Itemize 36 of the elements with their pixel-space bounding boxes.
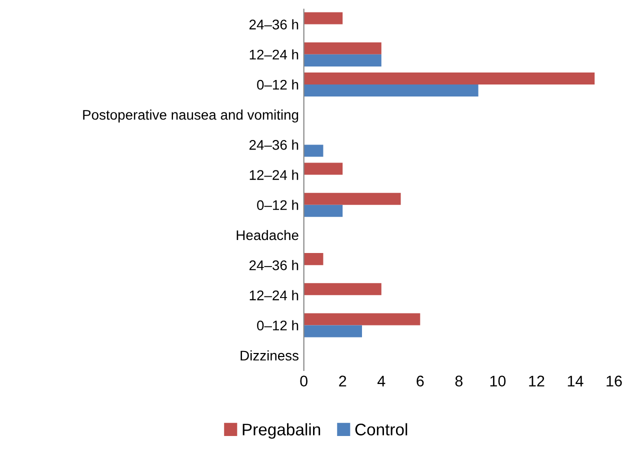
y-tick-label: 24–36 h (249, 140, 298, 150)
x-tick-label: 4 (377, 376, 386, 386)
y-tick-label: 0–12 h (257, 79, 298, 90)
x-tick-label: 10 (490, 376, 506, 386)
bar (304, 283, 382, 296)
y-tick-label: 12–24 h (250, 49, 298, 60)
bar (304, 313, 420, 326)
x-tick-label: 12 (529, 376, 544, 386)
x-tick-label: 2 (339, 376, 346, 386)
bar (304, 12, 343, 24)
y-tick-label: 12–24 h (250, 290, 298, 300)
bar (304, 54, 382, 66)
bar (304, 253, 324, 266)
x-tick-label: 16 (606, 376, 622, 386)
y-tick-label: 0–12 h (257, 200, 298, 210)
x-tick-label: 14 (568, 376, 584, 386)
bar (304, 144, 324, 157)
bar (304, 325, 362, 338)
y-tick-label: 24–36 h (249, 260, 298, 270)
bar (304, 204, 343, 217)
bar (304, 72, 595, 84)
bar (304, 192, 401, 205)
bar (304, 42, 382, 54)
legend-label: Pregabalin (242, 423, 320, 439)
bar (304, 84, 478, 97)
y-tick-label: 12–24 h (250, 170, 298, 180)
y-tick-label: Postoperative nausea and vomiting (83, 110, 298, 123)
y-tick-label: Headache (236, 230, 298, 240)
y-tick-label: 24–36 h (249, 19, 298, 30)
x-tick-label: 8 (455, 376, 463, 386)
legend-label: Control (355, 423, 408, 436)
y-tick-label: 0–12 h (257, 320, 298, 330)
y-tick-label: Dizziness (240, 350, 298, 361)
x-tick-label: 0 (300, 376, 308, 386)
bar (304, 162, 343, 175)
x-tick-label: 6 (416, 376, 424, 386)
